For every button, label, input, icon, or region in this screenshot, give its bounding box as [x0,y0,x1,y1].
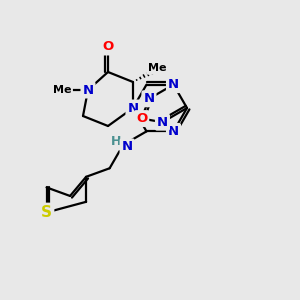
Text: N: N [143,92,155,105]
Text: O: O [102,40,114,53]
Text: N: N [82,83,94,97]
Text: O: O [136,112,147,125]
Text: N: N [157,116,168,129]
Text: N: N [168,125,179,138]
Text: N: N [128,101,139,115]
Text: N: N [122,140,133,153]
Text: Me: Me [53,85,71,95]
Text: Me: Me [148,63,166,73]
Text: S: S [41,205,52,220]
Text: H: H [111,135,121,148]
Text: N: N [168,78,179,91]
